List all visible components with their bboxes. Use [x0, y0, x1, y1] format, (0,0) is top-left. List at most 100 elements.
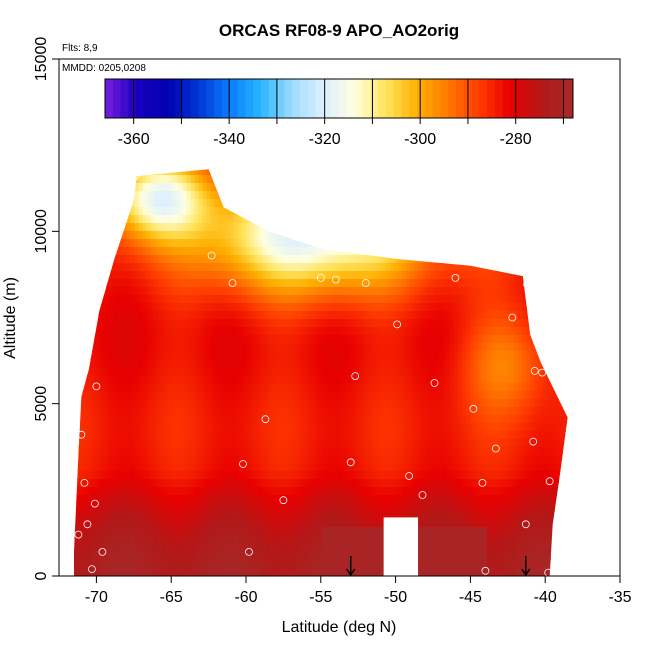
heat-cell [94, 559, 100, 568]
heat-cell [230, 511, 236, 520]
heat-cell [190, 431, 196, 440]
heat-cell [142, 391, 148, 400]
heat-cell [362, 343, 368, 352]
heat-cell [354, 471, 360, 480]
heat-cell [382, 231, 388, 240]
heat-cell [78, 319, 84, 328]
heat-cell [122, 263, 128, 272]
heat-cell [314, 295, 320, 304]
heat-cell [358, 327, 364, 336]
heat-cell [154, 431, 160, 440]
heat-cell [346, 303, 352, 312]
heat-cell [178, 311, 184, 320]
heat-cell [210, 255, 216, 264]
heat-cell [402, 287, 408, 296]
heat-cell [174, 487, 180, 496]
heat-cell [278, 175, 284, 184]
heat-cell [358, 407, 364, 416]
heat-cell [378, 207, 384, 216]
heat-cell [378, 503, 384, 512]
heat-cell [218, 455, 224, 464]
heat-cell [162, 359, 168, 368]
heat-cell [142, 169, 148, 176]
heat-cell [158, 367, 164, 376]
heat-cell [270, 463, 276, 472]
heat-cell [122, 327, 128, 336]
heat-cell [166, 223, 172, 232]
heat-cell [90, 287, 96, 296]
heat-cell [314, 169, 320, 176]
heat-cell [254, 439, 260, 448]
heat-cell [302, 175, 308, 184]
heat-cell [158, 391, 164, 400]
heat-cell [118, 447, 124, 456]
heat-cell [194, 351, 200, 360]
heat-cell [138, 375, 144, 384]
heat-cell [194, 319, 200, 328]
heat-cell [67, 423, 72, 432]
heat-cell [190, 559, 196, 568]
heat-cell [294, 263, 300, 272]
heat-cell [74, 407, 80, 416]
heat-cell [198, 439, 204, 448]
heat-cell [314, 351, 320, 360]
heat-cell [394, 279, 400, 288]
heat-cell [366, 169, 372, 176]
heat-cell [326, 559, 332, 568]
heat-cell [302, 271, 308, 280]
heat-cell [430, 503, 436, 512]
heat-cell [142, 279, 148, 288]
heat-cell [110, 471, 116, 480]
heat-cell [346, 311, 352, 320]
heat-cell [218, 367, 224, 376]
heat-cell [270, 335, 276, 344]
heat-cell [339, 159, 344, 168]
heat-cell [394, 319, 400, 328]
heat-cell [258, 311, 264, 320]
heat-cell [406, 375, 412, 384]
heat-cell [258, 407, 264, 416]
heat-cell [318, 191, 324, 200]
heat-cell [74, 343, 76, 352]
heat-cell [282, 271, 288, 280]
heat-cell [234, 455, 240, 464]
heat-cell [194, 383, 200, 392]
heat-cell [274, 439, 280, 448]
heat-cell [326, 399, 332, 408]
heat-cell [410, 263, 416, 272]
heat-cell [258, 231, 264, 240]
heat-cell [298, 543, 304, 552]
heat-cell [222, 255, 228, 264]
heat-cell [266, 319, 272, 328]
heat-cell [366, 287, 372, 296]
heat-cell [198, 335, 204, 344]
heat-cell [138, 271, 144, 280]
heat-cell [86, 543, 92, 552]
heat-cell [426, 407, 432, 416]
heat-cell [286, 191, 292, 200]
heat-cell [114, 335, 120, 344]
heat-cell [262, 407, 268, 416]
heat-cell [414, 287, 420, 296]
heat-cell [222, 319, 228, 328]
heat-cell [266, 335, 272, 344]
heat-cell [262, 471, 268, 480]
heat-cell [414, 175, 420, 184]
heat-cell [274, 399, 280, 408]
heat-cell [322, 255, 328, 264]
heat-cell [178, 551, 184, 560]
heat-cell [302, 263, 308, 272]
heat-cell [398, 351, 404, 360]
heat-cell [347, 159, 352, 168]
heat-cell [322, 271, 328, 280]
heat-cell [302, 239, 308, 248]
heat-cell [122, 367, 128, 376]
heat-cell [274, 247, 280, 256]
heat-cell [78, 487, 84, 496]
heat-cell [438, 279, 444, 288]
heat-cell [230, 319, 236, 328]
heat-cell [382, 335, 388, 344]
heat-cell [106, 415, 112, 424]
heat-cell [226, 463, 232, 472]
heat-cell [142, 559, 148, 568]
